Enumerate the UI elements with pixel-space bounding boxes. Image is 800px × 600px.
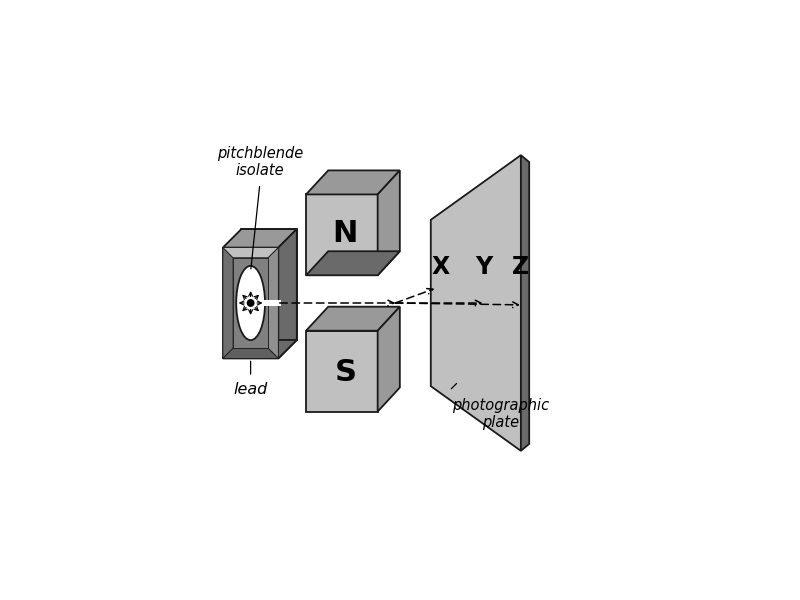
Polygon shape — [306, 307, 400, 331]
Polygon shape — [430, 155, 521, 451]
Text: Y: Y — [475, 255, 493, 279]
Polygon shape — [306, 251, 400, 275]
Text: X: X — [432, 255, 450, 279]
Polygon shape — [223, 340, 297, 358]
Polygon shape — [242, 229, 297, 340]
Polygon shape — [223, 248, 278, 258]
Text: lead: lead — [234, 382, 268, 397]
Polygon shape — [268, 248, 278, 358]
Text: Z: Z — [512, 255, 530, 279]
Text: photographic
plate: photographic plate — [451, 398, 549, 430]
Polygon shape — [278, 229, 297, 358]
Polygon shape — [378, 307, 400, 412]
Polygon shape — [223, 229, 297, 248]
Polygon shape — [306, 170, 400, 194]
Polygon shape — [521, 155, 529, 451]
Ellipse shape — [236, 266, 265, 340]
Polygon shape — [223, 348, 278, 358]
Text: pitchblende
isolate: pitchblende isolate — [217, 146, 303, 178]
Polygon shape — [306, 331, 378, 412]
Bar — [233, 258, 268, 348]
FancyArrow shape — [262, 300, 281, 306]
Polygon shape — [378, 170, 400, 275]
Polygon shape — [223, 248, 233, 358]
Circle shape — [247, 300, 254, 306]
Text: N: N — [333, 219, 358, 248]
Bar — [223, 248, 278, 358]
Polygon shape — [306, 194, 378, 275]
Text: S: S — [334, 358, 357, 387]
